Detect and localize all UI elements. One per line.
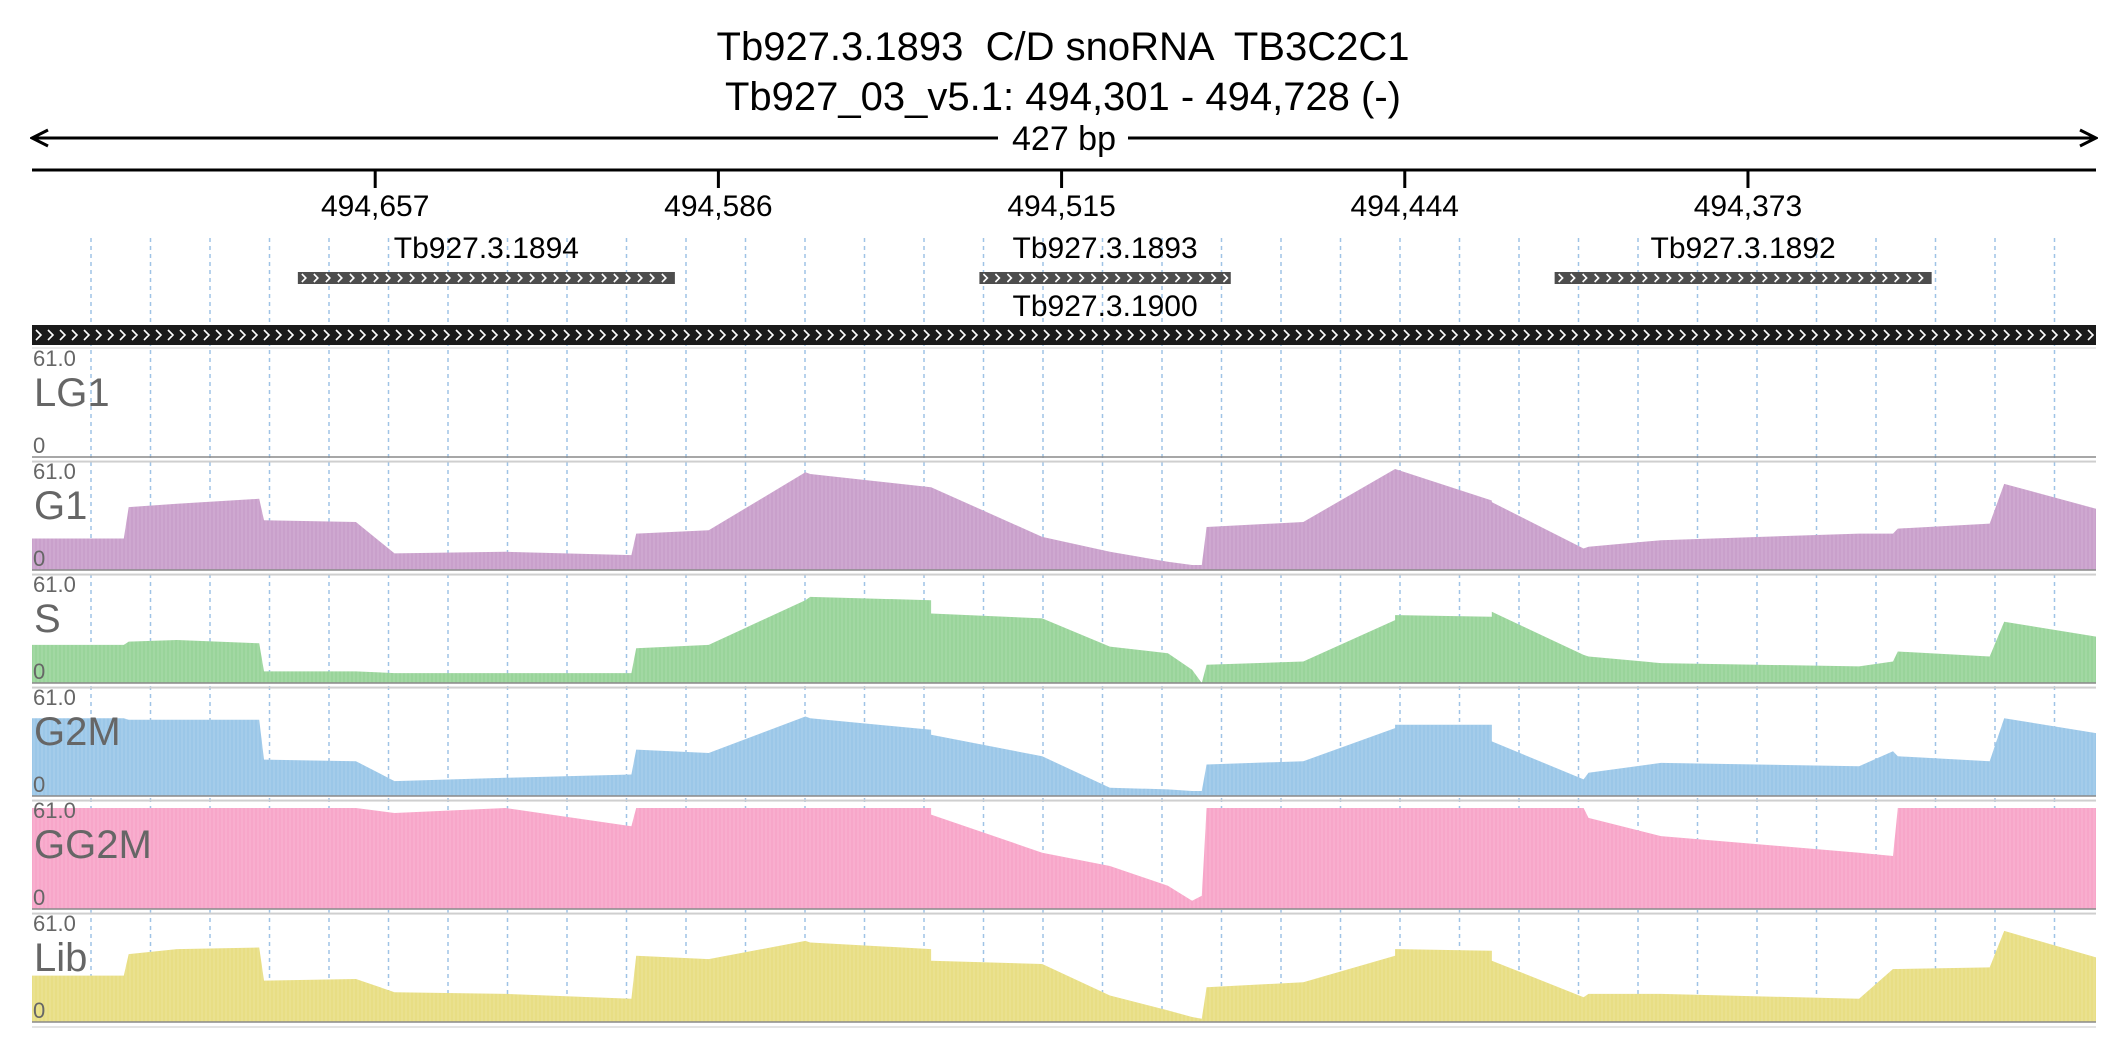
track-scale-min: 0 [33,659,45,684]
track-scale-min: 0 [33,998,45,1023]
track-scale-max: 61.0 [33,459,76,484]
span-length-label: 427 bp [1012,120,1116,158]
track-scale-min: 0 [33,885,45,910]
contig-feature [32,325,2096,345]
strand-direction-chevrons [35,329,2095,341]
title-line-2: Tb927_03_v5.1: 494,301 - 494,728 (-) [724,75,1402,119]
track-lib: 61.0 0 Lib [32,911,2096,1028]
track-name-label: S [34,597,61,641]
coverage-area-s [32,596,2096,683]
coverage-area-lib [32,930,2096,1022]
track-scale-min: 0 [33,433,45,458]
track-name-label: GG2M [34,823,152,867]
track-name-label: G1 [34,484,87,528]
coverage-tracks: 61.00LG161.00G161.00S61.00G2M61.00GG2M61… [32,346,2096,1028]
position-ruler: 427 bp 494,657 494,586 494,515 494,444 494,37… [32,120,2096,223]
gene-label: Tb927.3.1893 [1013,232,1198,265]
ruler-tick-label: 494,657 [321,190,429,223]
track-name-label: G2M [34,710,121,754]
track-scale-min: 0 [33,546,45,571]
gene-label: Tb927.3.1894 [394,232,579,265]
coverage-area-gg2m [32,808,2096,909]
strand-direction-chevrons [301,273,667,283]
track-scale-max: 61.0 [33,798,76,823]
title-line-1: Tb927.3.1893 C/D snoRNA TB3C2C1 [716,25,1410,69]
track-lg1: 61.0 0 LG1 [32,346,2096,463]
contig-label: Tb927.3.1900 [1013,290,1198,323]
coverage-texture [34,352,2094,457]
chart-title: Tb927.3.1893 C/D snoRNA TB3C2C1 Tb927_03… [0,22,2126,122]
ruler-tick-label: 494,373 [1694,190,1802,223]
track-scale-max: 61.0 [33,572,76,597]
track-scale-min: 0 [33,772,45,797]
coverage-area-g1 [32,469,2096,570]
ruler-tick-label: 494,515 [1007,190,1115,223]
strand-direction-chevrons [1558,273,1924,283]
track-name-label: LG1 [34,371,110,415]
track-g2m: 61.0 0 G2M [32,685,2096,802]
track-scale-max: 61.0 [33,346,76,371]
gene-label: Tb927.3.1892 [1651,232,1836,265]
track-g1: 61.0 0 G1 [32,459,2096,576]
track-s: 61.0 0 S [32,572,2096,689]
track-name-label: Lib [34,936,87,980]
ruler-tick-label: 494,444 [1351,190,1459,223]
track-scale-max: 61.0 [33,685,76,710]
track-gg2m: 61.0 0 GG2M [32,798,2096,915]
coverage-area-g2m [32,716,2096,796]
gene-annotation-track: Tb927.3.1894 Tb927.3.1893 Tb927.3.1892 Tb92… [32,232,2096,345]
strand-direction-chevrons [982,273,1229,283]
ruler-tick-label: 494,586 [664,190,772,223]
gene-feature [979,272,1231,284]
track-scale-max: 61.0 [33,911,76,936]
